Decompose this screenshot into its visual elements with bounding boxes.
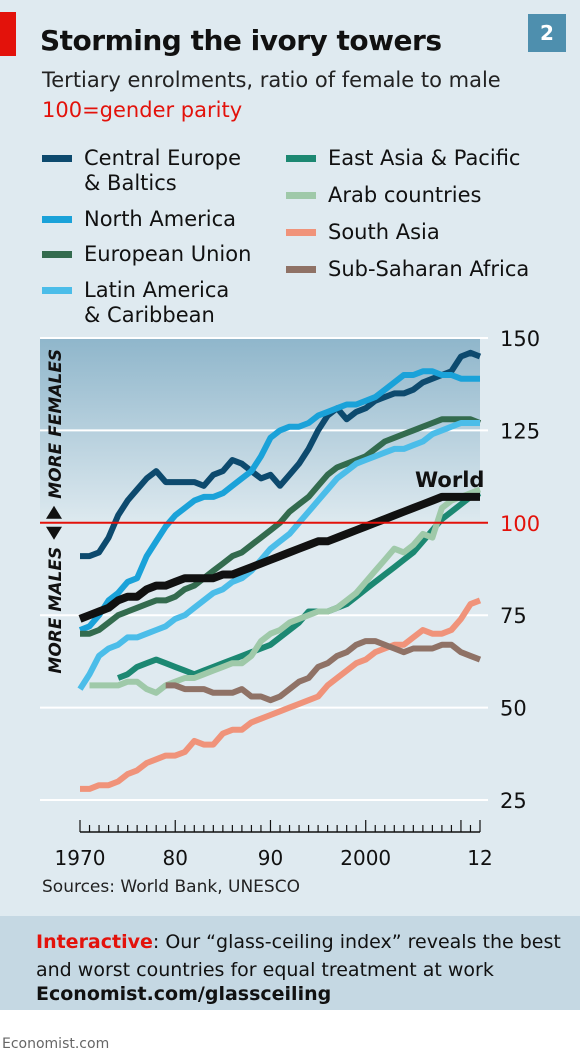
- chart-number-badge: 2: [528, 14, 566, 52]
- legend-item-north-america: North America: [42, 207, 236, 232]
- legend-label: Arab countries: [328, 183, 482, 207]
- legend-label: Latin America & Caribbean: [84, 278, 230, 327]
- legend-label: European Union: [84, 242, 252, 266]
- x-tick-label: 80: [163, 846, 188, 870]
- promo-description: : Our “glass-ceiling index” reveals the …: [36, 931, 561, 981]
- series-line-latin-america-caribbean: [77, 420, 480, 691]
- legend-swatch: [42, 287, 72, 294]
- y-tick-label: 75: [500, 604, 527, 628]
- footer-brand: Economist.com: [2, 1036, 110, 1052]
- x-tick-label: 90: [258, 846, 283, 870]
- series-line-north-america: [78, 368, 480, 633]
- promo-link[interactable]: Economist.com/glassceiling: [36, 983, 332, 1005]
- y-tick-label: 150: [500, 327, 540, 351]
- series-line-central-europe-baltics: [80, 349, 482, 560]
- legend-label: South Asia: [328, 220, 440, 244]
- world-series-label: World: [415, 468, 484, 492]
- legend-swatch: [42, 216, 72, 223]
- arrow-down-icon: [46, 526, 62, 540]
- legend-swatch: [286, 192, 316, 199]
- legend-label: East Asia & Pacific: [328, 146, 521, 170]
- sources-note: Sources: World Bank, UNESCO: [42, 877, 300, 897]
- y-tick-label: 25: [500, 789, 527, 813]
- y-tick-label: 100: [500, 512, 540, 536]
- x-tick-label: 2000: [340, 846, 391, 870]
- series-line-world: [78, 492, 480, 623]
- series-line-east-asia-pacific: [117, 490, 482, 681]
- legend-swatch: [286, 229, 316, 236]
- x-tick-label: 12: [467, 846, 492, 870]
- legend-item-arab-countries: Arab countries: [286, 183, 481, 208]
- legend-item-central-europe: Central Europe & Baltics: [42, 146, 241, 196]
- parity-note: 100=gender parity: [42, 98, 243, 122]
- y-tick-label: 50: [500, 697, 527, 721]
- series-line-arab-countries: [89, 486, 482, 696]
- legend-swatch: [286, 155, 316, 162]
- legend-item-sub-saharan-africa: Sub-Saharan Africa: [286, 257, 529, 282]
- legend-swatch: [42, 155, 72, 162]
- legend-label: North America: [84, 207, 237, 231]
- chart-title: Storming the ivory towers: [40, 24, 442, 57]
- legend-swatch: [42, 251, 72, 258]
- legend-label: Sub-Saharan Africa: [328, 257, 530, 281]
- more-females-label: MORE FEMALES: [46, 349, 66, 499]
- line-chart: 25 50 75 100 125 150 1970 80 90 2000 12 World MORE F…: [40, 327, 540, 870]
- x-tick-label: 1970: [55, 846, 106, 870]
- arrow-up-icon: [46, 505, 62, 519]
- chart-subtitle: Tertiary enrolments, ratio of female to …: [42, 68, 501, 92]
- legend-item-european-union: European Union: [42, 242, 251, 267]
- legend-swatch: [286, 266, 316, 273]
- promo-box: [0, 916, 580, 1010]
- series-line-sub-saharan-africa: [165, 638, 482, 704]
- promo-interactive-label: Interactive: [36, 931, 153, 953]
- legend-item-east-asia: East Asia & Pacific: [286, 146, 520, 171]
- series-line-south-asia: [80, 597, 482, 792]
- promo-text: Interactive: Our “glass-ceiling index” r…: [36, 928, 576, 984]
- more-males-label: MORE MALES: [46, 547, 66, 674]
- economist-red-bar: [0, 12, 16, 56]
- y-tick-label: 125: [500, 419, 540, 443]
- legend-label: Central Europe & Baltics: [84, 146, 241, 195]
- legend-item-south-asia: South Asia: [286, 220, 440, 245]
- legend-item-latin-america: Latin America & Caribbean: [42, 278, 229, 328]
